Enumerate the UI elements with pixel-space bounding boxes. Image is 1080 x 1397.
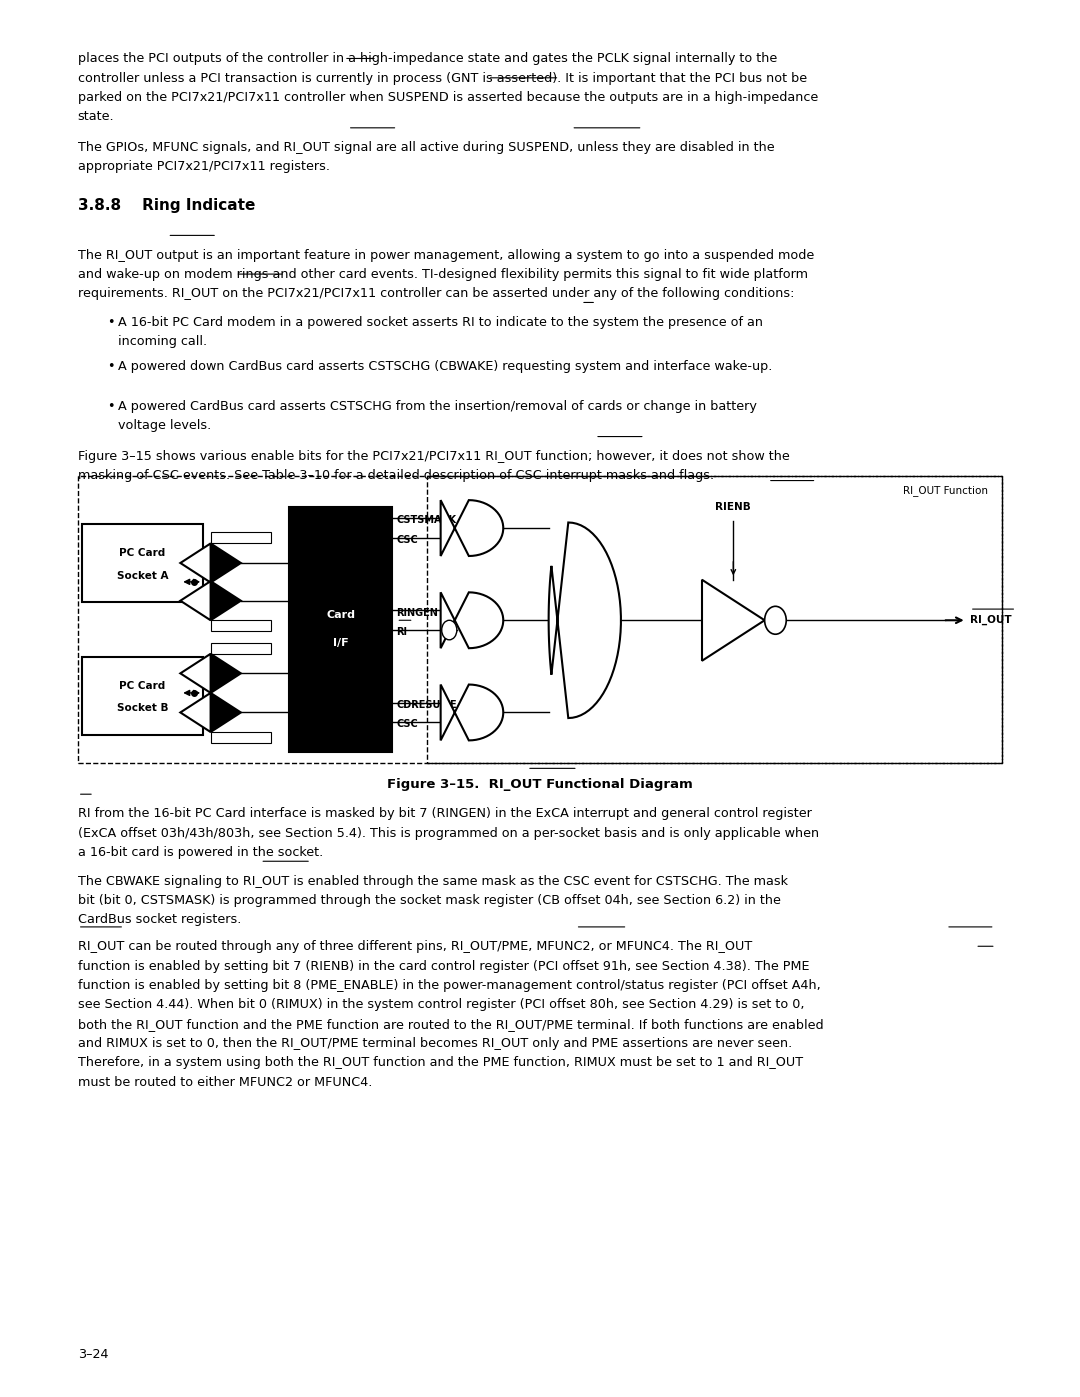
Text: voltage levels.: voltage levels. [118, 419, 211, 432]
Polygon shape [441, 685, 503, 740]
Text: see Section 4.44). When bit 0 (RIMUX) in the system control register (PCI offset: see Section 4.44). When bit 0 (RIMUX) in… [78, 999, 805, 1011]
Text: requirements. RI_OUT on the PCI7x21/PCI7x11 controller can be asserted under any: requirements. RI_OUT on the PCI7x21/PCI7… [78, 288, 794, 300]
Text: 3–24: 3–24 [78, 1348, 108, 1361]
Text: RI_OUT: RI_OUT [970, 615, 1012, 626]
Text: Therefore, in a system using both the RI_OUT function and the PME function, RIMU: Therefore, in a system using both the RI… [78, 1056, 802, 1069]
Text: RI from the 16-bit PC Card interface is masked by bit 7 (RINGEN) in the ExCA int: RI from the 16-bit PC Card interface is … [78, 807, 812, 820]
Text: CardBus socket registers.: CardBus socket registers. [78, 914, 241, 926]
Text: and RIMUX is set to 0, then the RI_OUT/PME terminal becomes RI_OUT only and PME : and RIMUX is set to 0, then the RI_OUT/P… [78, 1037, 792, 1051]
Text: PC Card: PC Card [120, 680, 165, 692]
Text: controller unless a PCI transaction is currently in process (GNT is asserted). I: controller unless a PCI transaction is c… [78, 71, 807, 85]
Text: A powered down CardBus card asserts CSTSCHG (CBWAKE) requesting system and inter: A powered down CardBus card asserts CSTS… [118, 360, 772, 373]
Circle shape [765, 606, 786, 634]
Text: and wake-up on modem rings and other card events. TI-designed flexibility permit: and wake-up on modem rings and other car… [78, 268, 808, 281]
Bar [211, 732, 271, 743]
Polygon shape [441, 500, 503, 556]
Text: The CBWAKE signaling to RI_OUT is enabled through the same mask as the CSC event: The CBWAKE signaling to RI_OUT is enable… [78, 875, 787, 887]
Text: incoming call.: incoming call. [118, 335, 207, 348]
Bar [211, 643, 271, 654]
Text: A powered CardBus card asserts CSTSCHG from the insertion/removal of cards or ch: A powered CardBus card asserts CSTSCHG f… [118, 400, 757, 412]
Text: parked on the PCI7x21/PCI7x11 controller when SUSPEND is asserted because the ou: parked on the PCI7x21/PCI7x11 controller… [78, 91, 818, 105]
Text: function is enabled by setting bit 8 (PME_ENABLE) in the power-management contro: function is enabled by setting bit 8 (PM… [78, 979, 821, 992]
Text: bit (bit 0, CSTSMASK) is programmed through the socket mask register (CB offset : bit (bit 0, CSTSMASK) is programmed thro… [78, 894, 781, 907]
Text: RI_OUT Function: RI_OUT Function [903, 485, 988, 496]
Polygon shape [549, 522, 621, 718]
Text: •: • [107, 316, 114, 328]
Bar [82, 524, 203, 602]
Text: Socket A: Socket A [117, 570, 168, 581]
Text: I/F: I/F [333, 638, 349, 648]
Polygon shape [211, 654, 241, 693]
Text: CSTSMASK: CSTSMASK [396, 515, 457, 525]
Text: A 16-bit PC Card modem in a powered socket asserts RI to indicate to the system : A 16-bit PC Card modem in a powered sock… [118, 316, 762, 328]
Text: state.: state. [78, 110, 114, 123]
Bar [289, 507, 392, 752]
Text: 3.8.8    Ring Indicate: 3.8.8 Ring Indicate [78, 198, 255, 214]
Text: RI: RI [396, 627, 407, 637]
Text: both the RI_OUT function and the PME function are routed to the RI_OUT/PME termi: both the RI_OUT function and the PME fun… [78, 1017, 823, 1031]
Circle shape [442, 620, 457, 640]
Text: Figure 3–15 shows various enable bits for the PCI7x21/PCI7x11 RI_OUT function; h: Figure 3–15 shows various enable bits fo… [78, 450, 789, 462]
Text: CSC: CSC [396, 719, 418, 729]
Text: must be routed to either MFUNC2 or MFUNC4.: must be routed to either MFUNC2 or MFUNC… [78, 1076, 373, 1088]
Bar [427, 476, 1002, 763]
Bar [211, 532, 271, 543]
Text: function is enabled by setting bit 7 (RIENB) in the card control register (PCI o: function is enabled by setting bit 7 (RI… [78, 960, 809, 972]
Text: CSC: CSC [396, 535, 418, 545]
Polygon shape [180, 654, 211, 693]
Text: (ExCA offset 03h/43h/803h, see Section 5.4). This is programmed on a per-socket : (ExCA offset 03h/43h/803h, see Section 5… [78, 827, 819, 840]
Text: The GPIOs, MFUNC signals, and RI_OUT signal are all active during SUSPEND, unles: The GPIOs, MFUNC signals, and RI_OUT sig… [78, 141, 774, 154]
Bar [82, 657, 203, 735]
Text: •: • [107, 360, 114, 373]
Text: CDRESUME: CDRESUME [396, 700, 457, 710]
Text: appropriate PCI7x21/PCI7x11 registers.: appropriate PCI7x21/PCI7x11 registers. [78, 161, 329, 173]
Text: PC Card: PC Card [120, 548, 165, 559]
Polygon shape [441, 592, 503, 648]
Polygon shape [180, 543, 211, 583]
Polygon shape [702, 580, 765, 661]
Text: RINGEN: RINGEN [396, 608, 438, 617]
Text: RIENB: RIENB [715, 502, 752, 511]
Polygon shape [211, 581, 241, 620]
Text: The RI_OUT output is an important feature in power management, allowing a system: The RI_OUT output is an important featur… [78, 249, 814, 261]
Polygon shape [180, 693, 211, 732]
Text: •: • [107, 400, 114, 412]
Text: a 16-bit card is powered in the socket.: a 16-bit card is powered in the socket. [78, 847, 323, 859]
Bar [211, 620, 271, 631]
Text: places the PCI outputs of the controller in a high-impedance state and gates the: places the PCI outputs of the controller… [78, 53, 777, 66]
Text: RI_OUT can be routed through any of three different pins, RI_OUT/PME, MFUNC2, or: RI_OUT can be routed through any of thre… [78, 940, 752, 953]
Text: Figure 3–15.  RI_OUT Functional Diagram: Figure 3–15. RI_OUT Functional Diagram [387, 778, 693, 791]
Polygon shape [211, 693, 241, 732]
Polygon shape [180, 581, 211, 620]
Polygon shape [211, 543, 241, 583]
Text: masking of CSC events. See Table 3–10 for a detailed description of CSC interrup: masking of CSC events. See Table 3–10 fo… [78, 469, 714, 482]
Text: Card: Card [326, 610, 355, 620]
Text: Socket B: Socket B [117, 703, 168, 714]
Bar [78, 476, 1002, 763]
